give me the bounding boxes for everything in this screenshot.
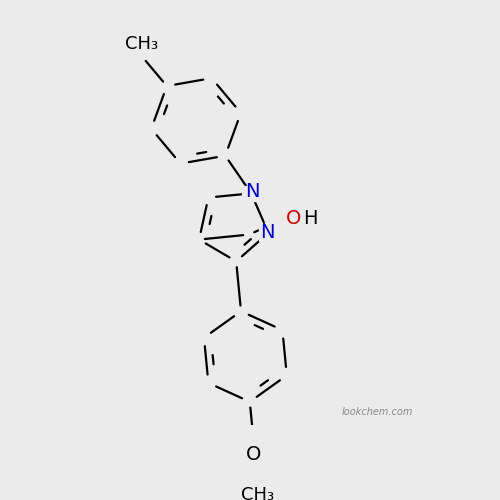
Bar — [265, 211, 304, 226]
Text: N: N — [245, 182, 260, 201]
Text: O: O — [246, 445, 262, 464]
Bar — [242, 186, 261, 201]
Text: H: H — [303, 208, 318, 228]
Text: N: N — [260, 224, 274, 242]
Text: CH₃: CH₃ — [241, 486, 274, 500]
Bar — [244, 436, 264, 452]
Bar — [259, 225, 278, 240]
Text: lookchem.com: lookchem.com — [342, 407, 413, 417]
Text: CH₃: CH₃ — [126, 34, 158, 52]
Text: O: O — [286, 208, 302, 228]
